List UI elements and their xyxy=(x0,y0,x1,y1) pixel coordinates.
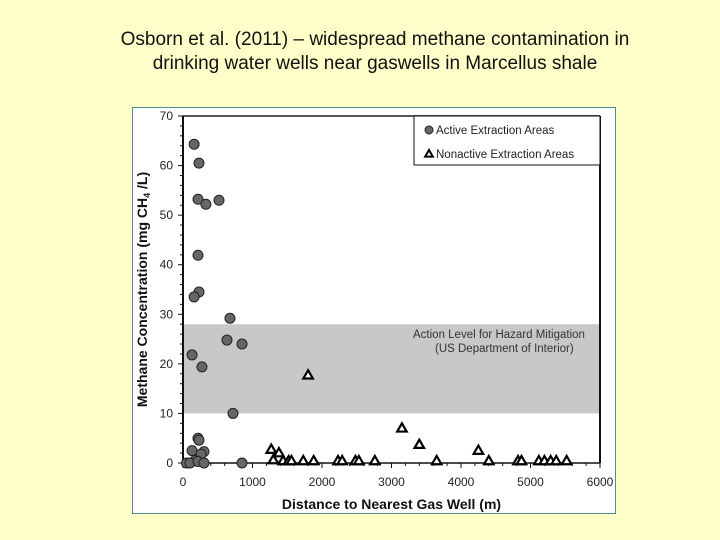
nonactive-area-point xyxy=(352,453,366,466)
active-area-point xyxy=(193,157,205,169)
legend-label-active: Active Extraction Areas xyxy=(436,125,554,137)
y-tick-label: 20 xyxy=(160,357,174,371)
active-area-point xyxy=(192,193,204,205)
active-area-point xyxy=(227,407,239,419)
legend-box xyxy=(413,115,601,166)
legend-circle-icon xyxy=(424,125,434,135)
nonactive-area-point xyxy=(430,453,444,466)
slide-title-line-2: drinking water wells near gaswells in Ma… xyxy=(152,53,598,74)
y-tick-label: 60 xyxy=(160,159,174,173)
legend: Active Extraction Areas Nonactive Extract… xyxy=(413,115,601,166)
nonactive-area-point xyxy=(471,443,486,455)
legend-label-nonactive: Nonactive Extraction Areas xyxy=(436,149,574,161)
active-area-point xyxy=(198,457,210,469)
x-tick-label: 5000 xyxy=(517,475,544,489)
y-tick-label: 30 xyxy=(160,307,174,321)
y-tick-label: 10 xyxy=(160,406,174,420)
nonactive-area-point xyxy=(266,452,281,465)
action-level-band xyxy=(183,324,600,414)
y-axis-title: Methane Concentration (mg CH4 /L) xyxy=(134,172,152,407)
band-rect xyxy=(183,324,600,414)
x-tick-label: 2000 xyxy=(309,475,336,489)
nonactive-area-point xyxy=(335,453,349,466)
nonactive-area-point xyxy=(368,453,382,466)
y-tick-label: 50 xyxy=(160,208,174,222)
nonactive-area-point xyxy=(412,437,426,449)
y-tick-label: 70 xyxy=(160,109,174,123)
y-tick-label: 40 xyxy=(160,258,174,272)
active-area-point xyxy=(236,338,248,350)
x-tick-label: 4000 xyxy=(448,475,475,489)
active-area-point xyxy=(213,194,225,206)
nonactive-area-point xyxy=(272,445,286,458)
active-area-point xyxy=(200,198,212,210)
x-axis-title: Distance to Nearest Gas Well (m) xyxy=(282,496,501,512)
active-area-point xyxy=(221,334,233,346)
x-tick-label: 1000 xyxy=(239,475,266,489)
nonactive-area-point xyxy=(301,368,315,380)
scatter-chart: 0 10 20 30 40 50 60 70 0 1000 2000 3000 4000 5000 6000… xyxy=(134,109,614,512)
nonactive-area-point xyxy=(559,453,574,466)
band-label-line-2: (US Department of Interior) xyxy=(435,343,574,355)
x-tick-label: 6000 xyxy=(587,475,614,489)
y-tick-label: 0 xyxy=(166,456,173,470)
active-area-point xyxy=(192,249,204,261)
data-points xyxy=(180,138,574,469)
active-area-point xyxy=(224,312,236,324)
nonactive-area-point xyxy=(296,453,310,466)
band-label-line-1: Action Level for Hazard Mitigation xyxy=(413,329,585,341)
x-tick-label: 0 xyxy=(180,475,187,489)
nonactive-area-point xyxy=(482,453,496,466)
nonactive-area-point xyxy=(549,453,563,466)
active-area-point xyxy=(186,349,198,361)
active-area-point xyxy=(236,457,248,469)
nonactive-area-point xyxy=(395,421,409,433)
axes: 0 10 20 30 40 50 60 70 0 1000 2000 3000 4000 5000 6000 xyxy=(160,109,614,489)
legend-triangle-icon xyxy=(423,147,435,158)
x-tick-label: 3000 xyxy=(378,475,405,489)
slide-title-line-1: Osborn et al. (2011) – widespread methan… xyxy=(120,29,630,50)
chart-card: 0 10 20 30 40 50 60 70 0 1000 2000 3000 4000 5000 6000… xyxy=(132,107,616,514)
active-area-point xyxy=(188,291,200,303)
active-area-point xyxy=(188,138,200,150)
active-area-point xyxy=(193,434,205,446)
nonactive-area-point xyxy=(284,453,299,466)
nonactive-area-point xyxy=(514,453,529,466)
active-area-point xyxy=(196,361,208,373)
slide-title: Osborn et al. (2011) – widespread methan… xyxy=(0,28,720,76)
nonactive-area-point xyxy=(307,453,321,466)
nonactive-area-point xyxy=(264,442,278,454)
